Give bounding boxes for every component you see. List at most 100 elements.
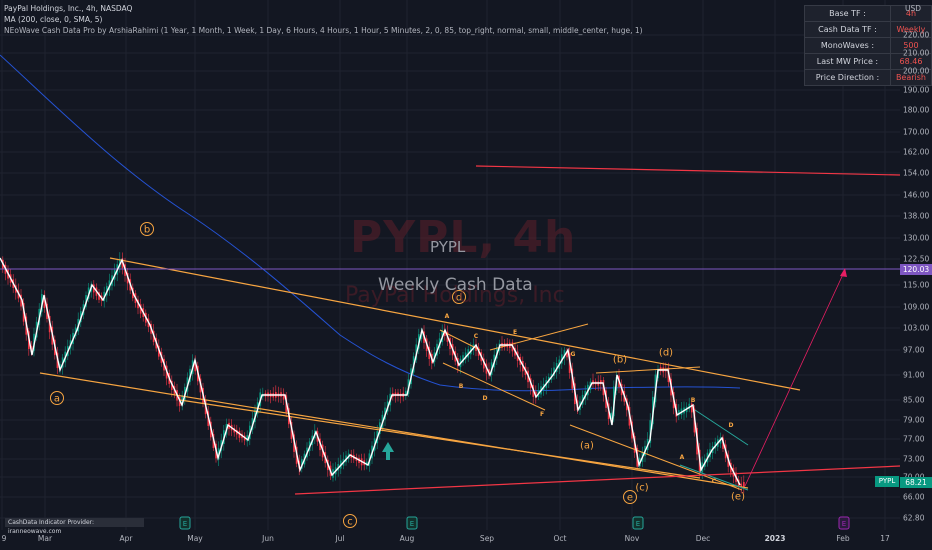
price-tick-label: 180.00 (903, 105, 930, 115)
ticker-price-tag: PYPL (875, 476, 899, 487)
overlay-subtitle-text: Weekly Cash Data (378, 275, 533, 295)
wave-label: (e) (731, 492, 745, 503)
wave-label: (d) (659, 348, 673, 359)
candle-body (462, 355, 464, 363)
info-row-last-mw-price: Last MW Price :68.46 (804, 53, 932, 70)
wave-label-circle (343, 514, 357, 528)
wave-label: A (445, 313, 450, 320)
price-tick-label: 200.00 (903, 66, 930, 76)
price-tick-label: 138.00 (903, 211, 930, 221)
price-tick-label: 85.00 (903, 395, 925, 405)
wave-label: G (571, 351, 576, 358)
info-key: Last MW Price : (804, 53, 891, 70)
earnings-marker (179, 516, 191, 530)
candle-body (98, 292, 100, 300)
time-tick-label: Nov (624, 534, 640, 543)
symbol-info-line[interactable]: PayPal Holdings, Inc., 4h, NASDAQ (4, 4, 133, 13)
price-tick-label: 66.00 (903, 492, 925, 502)
overlay-ticker-text: PYPL (430, 238, 466, 256)
time-tick-label: 2023 (764, 534, 786, 543)
wave-label: a (54, 394, 60, 405)
price-tick-label: 162.00 (903, 147, 930, 157)
time-tick-label: Oct (553, 534, 567, 543)
time-tick-label: Dec (695, 534, 711, 543)
candle-body (610, 412, 613, 420)
price-tick-label: 154.00 (903, 168, 930, 178)
candle-body (553, 367, 555, 376)
teal-wedge-lower (679, 464, 749, 491)
time-tick-label: May (187, 534, 203, 543)
candle-body (194, 360, 197, 372)
triangle-line-5 (595, 366, 701, 374)
resistance-line-upper (475, 165, 901, 176)
price-tick-label: 190.00 (903, 85, 930, 95)
wave-label: B (459, 383, 464, 390)
trendlines (0, 165, 901, 495)
wave-label: E (513, 329, 517, 336)
provider-label: CashData Indicator Provider: iranneowave… (5, 518, 144, 535)
time-tick-label: Sep (479, 534, 495, 543)
price-tick-label: 130.00 (903, 233, 930, 243)
wave-label: c (347, 517, 353, 528)
price-axis-currency: USD (905, 4, 922, 13)
time-tick-label: Apr (119, 534, 133, 543)
projection-arrow (744, 269, 846, 487)
wave-labels: b a c d e (b) (d) (a) (c) (e) A B C D E F G B A C D (50, 222, 745, 528)
wave-label-circle (452, 290, 466, 304)
wave-label-circle (50, 391, 64, 405)
price-tick-label: 91.00 (903, 370, 925, 380)
neowave-indicator-line[interactable]: NEoWave Cash Data Pro by ArshiaRahimi (1… (4, 26, 643, 35)
time-tick-label: Mar (37, 534, 53, 543)
wave-label-circle (140, 222, 154, 236)
wave-label: F (540, 411, 544, 418)
candle-body (600, 380, 602, 385)
price-tick-label: 146.00 (903, 190, 930, 200)
wave-label: C (474, 333, 479, 340)
info-row-price-direction: Price Direction : Bearish (804, 69, 932, 86)
candle-body (555, 363, 558, 373)
time-tick-label: 17 (880, 534, 890, 543)
candle-body (649, 420, 652, 443)
wave-label: e (627, 493, 633, 504)
triangle-line-4 (569, 424, 743, 491)
lower-channel-line-inner (179, 399, 701, 479)
info-value: 4h (889, 5, 932, 22)
time-tick-label: Jul (335, 534, 345, 543)
time-tick-label: Jun (262, 534, 274, 543)
price-tick-label: 210.00 (903, 48, 930, 58)
earnings-marker-label: E (183, 520, 187, 528)
lower-channel-line-long (39, 372, 749, 489)
cash-data-info-table: Base TF :4h Cash Data TF : Weekly MonoWav… (804, 5, 932, 86)
candle-body (20, 294, 22, 307)
candle-body (566, 351, 568, 358)
up-arrow-marker (382, 442, 394, 460)
wave-label: d (456, 293, 462, 304)
candle-body (740, 483, 743, 487)
support-line-lower (294, 465, 901, 495)
candle-body (246, 435, 249, 442)
candle-body (678, 410, 680, 416)
info-key: Cash Data TF : (804, 21, 891, 38)
price-tick-label: 77.00 (903, 434, 925, 444)
candle-body (59, 364, 61, 370)
wave-label: C (712, 478, 717, 485)
price-tick-label: 103.00 (903, 323, 930, 333)
ma-indicator-line[interactable]: MA (200, close, 0, SMA, 5) (4, 15, 103, 24)
wave-label: B (691, 397, 696, 404)
candle-body (563, 350, 566, 359)
wave-label: A (680, 454, 685, 461)
projection-arrowhead (840, 268, 847, 277)
candle-body (405, 390, 407, 397)
price-tick-label: 79.00 (903, 415, 925, 425)
candle-body (282, 393, 285, 400)
earnings-marker-label: E (842, 520, 846, 528)
chart-grid (0, 0, 900, 530)
time-tick-label: Feb (836, 534, 850, 543)
wave-label: b (144, 225, 150, 236)
info-key: MonoWaves : (804, 37, 891, 54)
symbol-watermark: PYPL, 4h (350, 212, 577, 263)
price-tick-label: 73.00 (903, 454, 925, 464)
teal-wedge-upper (694, 409, 749, 446)
